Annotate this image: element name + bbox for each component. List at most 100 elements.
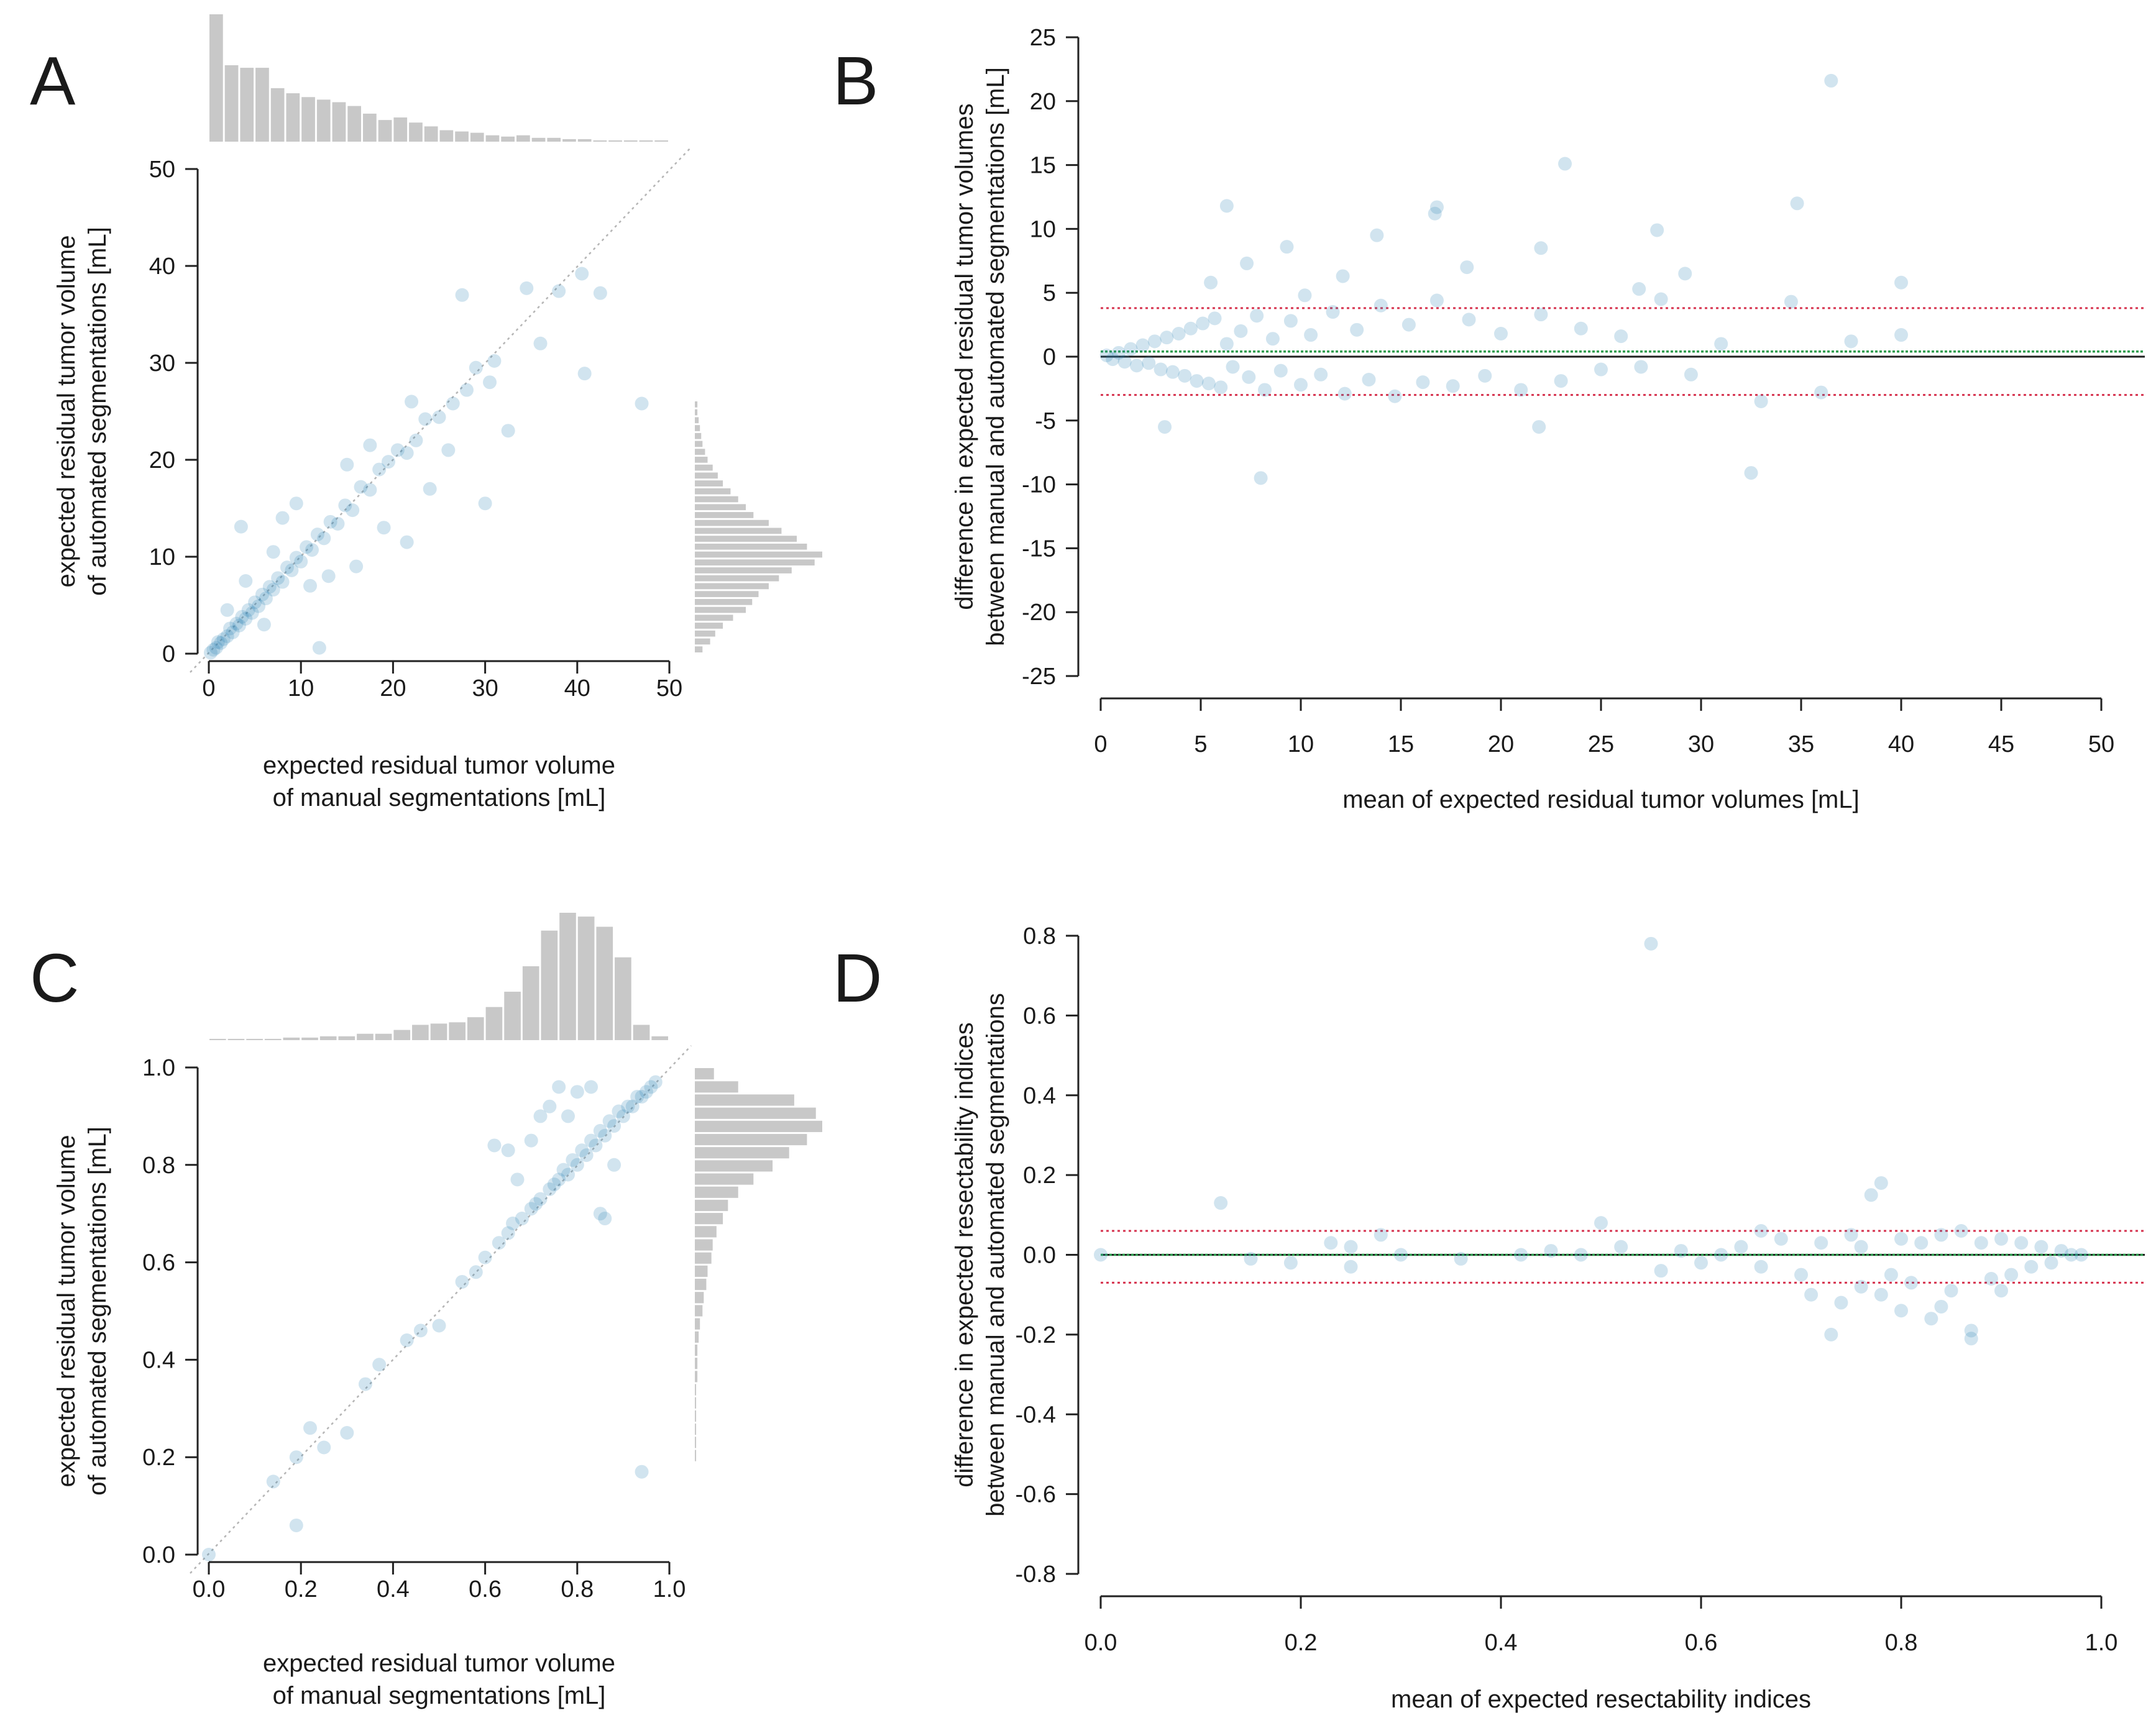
panel-c-right-hist-bar: [695, 1331, 699, 1343]
panel-b-point: [1514, 383, 1528, 397]
panel-b-point: [1273, 363, 1288, 378]
panel-c-point: [358, 1377, 372, 1391]
panel-d-point: [1374, 1228, 1388, 1242]
panel-a-top-hist-bar: [654, 140, 668, 142]
panel-c-point: [515, 1212, 529, 1226]
panel-a-right-hist-bar: [695, 567, 792, 574]
panel-b-point: [1429, 200, 1444, 214]
panel-label-d: D: [833, 940, 882, 1017]
panel-b-y-tick-label: -20: [1022, 600, 1056, 626]
panel-d-point: [1454, 1251, 1468, 1266]
panel-d-point: [2074, 1248, 2088, 1262]
panel-a-identity-line: [190, 147, 692, 673]
panel-d-point: [1964, 1323, 1978, 1338]
panel-c-right-hist-bar: [695, 1081, 738, 1093]
panel-a-right-hist-bar: [695, 583, 769, 590]
panel-c-point: [455, 1274, 469, 1289]
panel-a-top-hist-bar: [439, 130, 454, 142]
panel-c-point: [644, 1080, 658, 1094]
panel-a-top-hist-bar: [316, 99, 331, 142]
panel-b-point: [1894, 328, 1908, 342]
panel-c-top-hist-bar: [504, 992, 521, 1040]
panel-b-point: [1304, 328, 1318, 342]
panel-c-point: [340, 1426, 354, 1440]
panel-b-x-tick-label: 20: [1488, 731, 1514, 757]
panel-a-right-hist-bar: [695, 528, 782, 534]
panel-c-right-hist-bar: [695, 1424, 697, 1435]
panel-b-point: [1250, 309, 1264, 323]
panel-a-point: [372, 462, 387, 477]
panel-a-top-hist-bar: [270, 88, 285, 142]
panel-d-point: [1694, 1256, 1708, 1270]
panel-b-point: [1370, 228, 1384, 242]
panel-a-top-hist-bar: [531, 137, 546, 142]
panel-d-point: [2034, 1240, 2048, 1254]
panel-b-x-tick-label: 5: [1194, 731, 1207, 757]
panel-c-point: [589, 1138, 603, 1153]
panel-d-point: [1244, 1251, 1258, 1266]
panel-a-point: [239, 574, 253, 588]
panel-a-point: [381, 455, 395, 469]
panel-a-y-tick-label: 40: [149, 254, 175, 280]
panel-a-x-tick-label: 50: [656, 675, 682, 702]
panel-d-y-tick-label: -0.2: [1016, 1322, 1056, 1348]
panel-b-point: [1142, 356, 1156, 370]
panel-a-point: [214, 636, 228, 650]
panel-d-y-tick-label: 0.4: [1023, 1083, 1056, 1109]
panel-c-point: [570, 1158, 584, 1172]
panel-c-top-hist-bar: [357, 1033, 374, 1040]
panel-d-point: [1884, 1268, 1898, 1282]
panel-d-point: [1344, 1259, 1358, 1274]
panel-d-y-axis-title: between manual and automated segmentatio…: [982, 993, 1009, 1517]
panel-c-right-hist-bar: [695, 1133, 807, 1146]
panel-b-point: [1158, 420, 1172, 434]
panel-d-point: [1544, 1244, 1558, 1258]
panel-c-x-axis-title: expected residual tumor volume: [263, 1650, 615, 1677]
panel-a-point: [405, 395, 419, 409]
panel-b-point: [1429, 293, 1444, 308]
panel-a-right-hist-bar: [695, 559, 815, 566]
panel-d-x-tick-label: 0.8: [1885, 1630, 1918, 1656]
panel-c-right-hist-bar: [695, 1437, 697, 1448]
panel-d-x-axis-title: mean of expected resectability indices: [1391, 1686, 1811, 1713]
panel-a-point: [418, 412, 433, 426]
panel-a-point: [338, 498, 352, 513]
panel-c-right-hist-bar: [695, 1094, 794, 1106]
panel-a-x-tick-label: 0: [202, 675, 215, 702]
panel-b-point: [1534, 308, 1548, 322]
panel-a-point: [257, 618, 271, 632]
panel-c-point: [372, 1358, 387, 1372]
panel-a-right-hist-bar: [695, 457, 708, 463]
panel-c-point: [533, 1109, 548, 1123]
panel-b-point: [1844, 334, 1858, 349]
panel-c-top-hist-bar: [412, 1025, 429, 1040]
panel-a-top-hist-bar: [562, 139, 576, 142]
panel-b-x-tick-label: 35: [1788, 731, 1814, 757]
panel-d-point: [1904, 1276, 1919, 1290]
panel-a-right-hist-bar: [695, 606, 746, 613]
panel-a-point: [229, 616, 244, 631]
panel-b-point: [1558, 157, 1572, 171]
panel-c-right-hist-bar: [695, 1173, 754, 1185]
panel-b-y-tick-label: -10: [1022, 472, 1056, 498]
panel-b-point: [1117, 355, 1132, 369]
panel-b-point: [1650, 223, 1664, 237]
panel-d-point: [2044, 1256, 2058, 1270]
panel-c-point: [598, 1212, 612, 1226]
panel-b-point: [1374, 298, 1388, 313]
panel-b-point: [1099, 348, 1114, 362]
panel-a-y-tick-label: 20: [149, 447, 175, 473]
panel-b-point: [1226, 360, 1240, 374]
panel-a-point: [432, 410, 446, 424]
panel-c-point: [584, 1133, 599, 1148]
panel-c-top-hist-bar: [375, 1033, 392, 1040]
panel-a-point: [577, 367, 592, 381]
panel-b-point: [1147, 334, 1162, 349]
panel-b-point: [1298, 288, 1312, 303]
panel-b-point: [1388, 389, 1402, 403]
panel-c-right-hist-bar: [695, 1305, 703, 1317]
panel-c-x-tick-label: 0.2: [285, 1576, 318, 1602]
panel-a-x-tick-label: 20: [380, 675, 406, 702]
panel-c-point: [639, 1085, 653, 1099]
panel-a-point: [635, 396, 649, 411]
